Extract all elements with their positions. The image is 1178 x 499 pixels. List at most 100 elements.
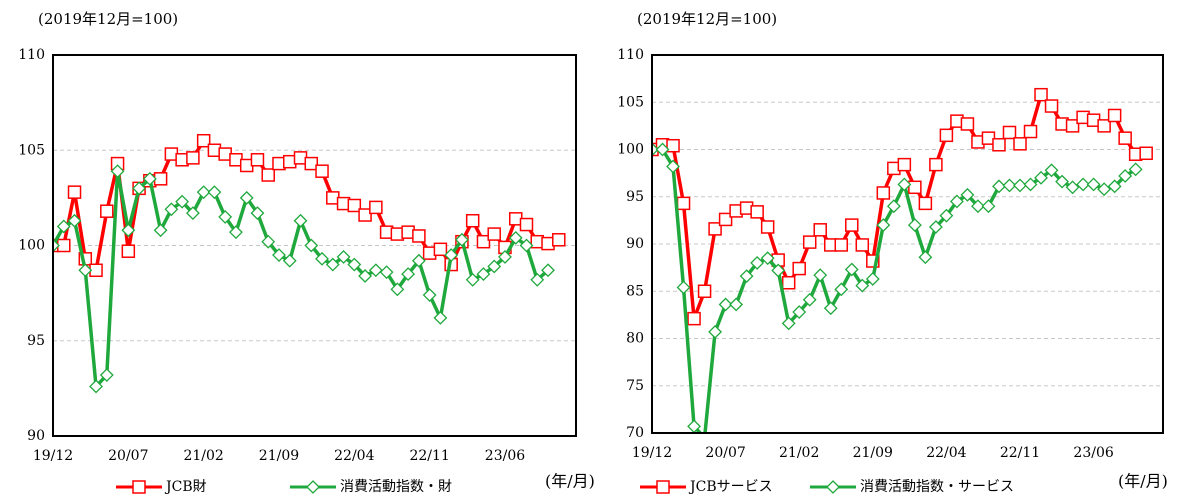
x-tick-label: 23/06 [485,448,525,464]
marker [1002,125,1017,140]
marker [465,213,480,228]
marker [823,301,838,316]
marker [369,200,383,215]
marker [802,292,817,307]
marker [760,251,775,266]
marker [876,218,891,233]
marker [508,230,523,245]
marker [379,265,394,280]
marker [960,117,975,131]
y-tick-label: 70 [626,425,644,441]
marker [121,244,136,258]
marker [939,128,954,143]
marker [708,222,722,236]
marker [655,142,670,157]
marker [1065,180,1080,195]
legend-label: JCBサービス [688,479,773,495]
x-unit: (年/月) [545,472,595,491]
marker [687,311,701,326]
marker [1139,146,1153,161]
marker [315,164,329,178]
x-tick-label: 22/11 [409,448,449,464]
marker [358,208,372,222]
marker [865,272,880,286]
marker [53,238,60,253]
marker [1023,177,1038,192]
marker [1086,177,1101,192]
marker [347,257,362,272]
marker [739,269,754,284]
note: (2019年12月=100) [38,10,178,28]
marker [433,242,448,257]
marker [239,190,254,205]
marker [760,220,775,234]
marker [1107,179,1122,194]
marker [918,196,933,211]
marker [844,262,859,277]
y-tick-label: 90 [626,236,644,252]
marker [1034,87,1048,102]
marker [1034,170,1048,185]
marker [121,223,136,238]
plot-frame [52,54,577,437]
marker [99,368,114,382]
marker [907,218,922,233]
marker [390,282,405,297]
x-tick-label: 20/07 [108,448,148,464]
marker [412,229,426,243]
marker [708,324,723,339]
x-tick-label: 21/02 [183,448,223,464]
legend-marker [132,480,146,494]
marker [476,234,491,249]
marker [304,238,319,253]
marker [100,204,114,218]
marker [939,208,954,223]
marker [1044,99,1059,113]
marker [336,250,351,264]
marker [56,219,71,234]
marker [834,282,849,297]
marker [1118,169,1133,183]
marker [1055,174,1069,189]
marker [164,202,179,217]
marker [315,251,329,266]
y-tick-label: 75 [626,378,644,394]
marker [908,180,922,195]
marker [928,220,943,234]
marker [992,138,1006,152]
marker [282,253,297,268]
x-tick-label: 19/12 [33,448,73,464]
y-tick-label: 100 [617,142,644,158]
marker [929,157,943,172]
marker [476,267,491,281]
marker [897,177,912,192]
legend-marker [826,480,840,494]
marker [530,272,545,287]
y-tick-label: 105 [18,142,45,158]
marker [541,263,555,278]
x-tick-label: 23/06 [1073,445,1113,461]
legend-label: 消費活動指数・サービス [860,479,1014,495]
marker [676,280,691,295]
plot [53,133,566,394]
marker [142,171,157,186]
marker [433,310,448,325]
marker [855,238,870,252]
marker [1097,182,1112,197]
marker [519,217,534,232]
marker [781,316,796,331]
marker [261,234,276,249]
marker [261,168,275,182]
marker [1065,119,1080,133]
x-tick-label: 21/09 [853,445,893,461]
marker [918,250,933,265]
marker [1118,131,1132,145]
legend-label: JCB財 [164,479,207,495]
marker [325,257,340,272]
marker [981,199,996,214]
marker [1013,137,1027,151]
marker [781,275,796,290]
y-tick-label: 85 [626,283,644,299]
x-tick-label: 21/02 [779,445,819,461]
